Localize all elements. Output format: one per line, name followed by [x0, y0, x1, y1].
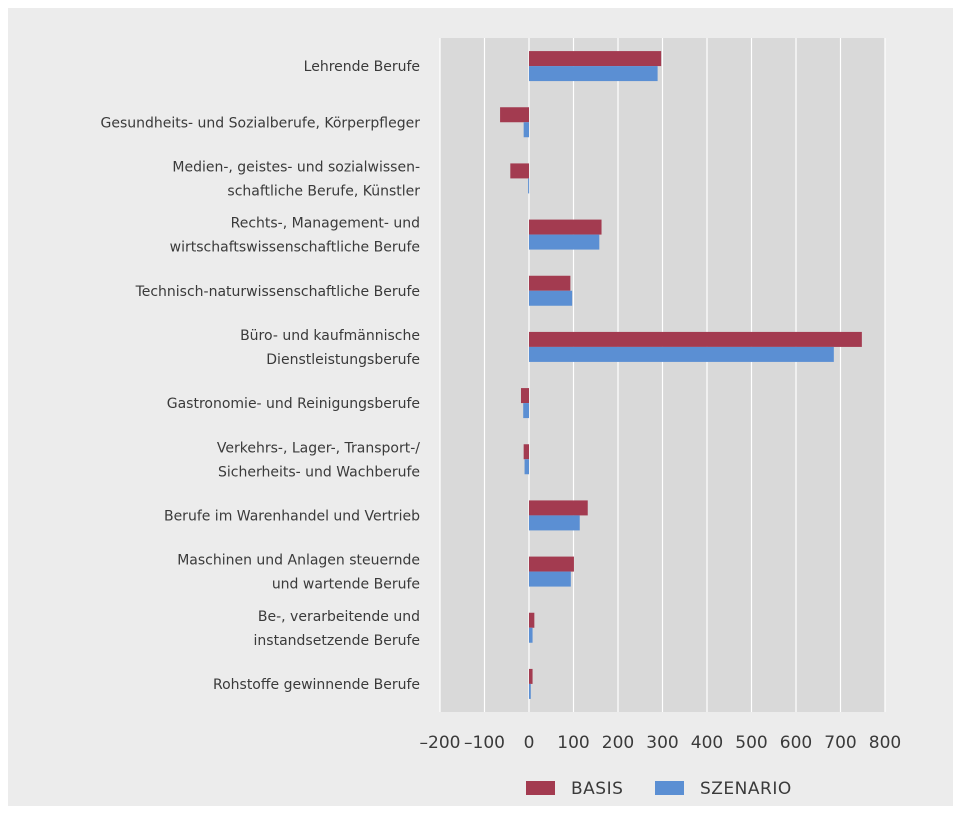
- bar-szenario: [529, 627, 533, 643]
- x-tick-label: 200: [602, 733, 634, 753]
- bar-basis: [529, 612, 535, 628]
- category-label: Berufe im Warenhandel und Vertrieb: [164, 508, 420, 524]
- bar-szenario: [524, 459, 529, 475]
- category-label: Maschinen und Anlagen steuernde und warte…: [177, 553, 420, 593]
- bar-szenario: [529, 515, 580, 531]
- x-tick-label: –200: [420, 733, 461, 753]
- x-tick-label: 100: [557, 733, 589, 753]
- legend-swatch-szenario: [655, 781, 684, 795]
- bar-basis: [529, 500, 588, 516]
- category-label: Gesundheits- und Sozialberufe, Körperpfl…: [101, 115, 421, 131]
- bar-basis: [529, 331, 862, 347]
- bar-szenario: [529, 234, 600, 250]
- bar-basis: [520, 388, 529, 404]
- category-label: Rechts-, Management- und wirtschaftswisse…: [170, 216, 420, 256]
- category-label: Lehrende Berufe: [304, 59, 420, 75]
- bar-szenario: [529, 346, 834, 362]
- bar-szenario: [523, 122, 529, 138]
- x-tick-label: –100: [464, 733, 505, 753]
- x-tick-label: 700: [824, 733, 856, 753]
- category-label: Rohstoffe gewinnende Berufe: [213, 677, 420, 693]
- x-tick-label: 0: [524, 733, 535, 753]
- bar-basis: [529, 51, 662, 67]
- category-label: Technisch-naturwissenschaftliche Berufe: [135, 284, 420, 300]
- legend-label-basis: BASIS: [571, 779, 623, 799]
- bar-basis: [510, 163, 529, 179]
- bar-basis: [529, 275, 571, 291]
- legend-label-szenario: SZENARIO: [700, 779, 792, 799]
- chart-frame: Lehrende Berufe Gesundheits- und Sozialbe…: [8, 8, 953, 806]
- bar-szenario: [529, 571, 571, 587]
- bar-szenario: [523, 403, 529, 419]
- category-label: Be-, verarbeitende und instandsetzende Be…: [254, 609, 420, 649]
- legend-swatch-basis: [526, 781, 555, 795]
- x-tick-label: 500: [735, 733, 767, 753]
- bar-szenario: [529, 290, 573, 306]
- bar-basis: [529, 556, 574, 572]
- bar-basis: [529, 219, 602, 235]
- category-label: Gastronomie- und Reinigungsberufe: [167, 396, 420, 412]
- x-tick-label: 600: [780, 733, 812, 753]
- x-tick-label: 400: [691, 733, 723, 753]
- bar-basis: [500, 107, 529, 123]
- bar-szenario: [529, 66, 658, 82]
- x-tick-label: 300: [646, 733, 678, 753]
- category-label: Büro- und kaufmännische Dienstleistungsbe…: [240, 328, 420, 368]
- bar-basis: [523, 444, 529, 460]
- category-label: Verkehrs-, Lager-, Transport-/Sicherheit…: [217, 440, 420, 480]
- bar-basis: [529, 668, 533, 684]
- bar-szenario: [529, 683, 531, 699]
- bar-szenario: [528, 178, 530, 194]
- category-label: Medien-, geistes- und sozialwissen-schaf…: [172, 159, 420, 199]
- bar-chart: Lehrende Berufe Gesundheits- und Sozialbe…: [101, 38, 901, 799]
- x-tick-label: 800: [869, 733, 901, 753]
